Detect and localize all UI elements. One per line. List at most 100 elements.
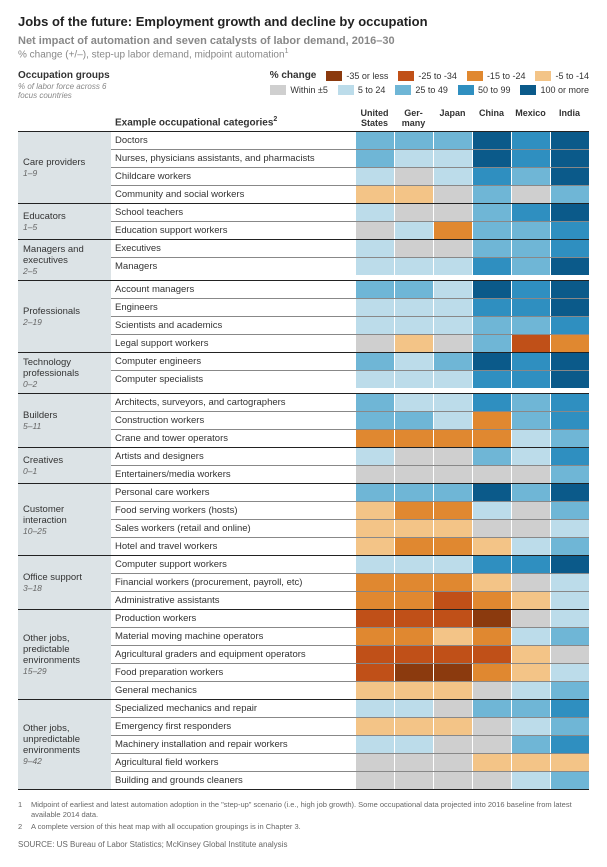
heat-cell: [511, 592, 550, 609]
category-label: Administrative assistants: [111, 592, 355, 609]
heat-cell: [355, 299, 394, 316]
heat-cell: [355, 150, 394, 167]
heat-cell: [394, 132, 433, 149]
legend-item: -35 or less: [326, 71, 388, 81]
heat-cell: [394, 592, 433, 609]
heat-cell: [394, 700, 433, 717]
legend-item: -5 to -14: [535, 71, 589, 81]
table-row: Material moving machine operators: [111, 628, 589, 646]
heat-cell: [550, 240, 589, 257]
heat-cell: [355, 168, 394, 185]
heat-cell: [355, 646, 394, 663]
heat-cell: [472, 610, 511, 627]
group-label: Creatives0–1: [18, 448, 111, 483]
heat-cell: [550, 258, 589, 275]
category-label: School teachers: [111, 204, 355, 221]
table-row: Emergency first responders: [111, 718, 589, 736]
heat-cell: [433, 353, 472, 370]
legend-swatch: [338, 85, 354, 95]
table-row: Legal support workers: [111, 335, 589, 352]
table-header-row: Example occupational categories2 UnitedS…: [18, 105, 589, 132]
heat-cell: [472, 240, 511, 257]
table-row: Building and grounds cleaners: [111, 772, 589, 789]
table-row: Construction workers: [111, 412, 589, 430]
table-row: Computer support workers: [111, 556, 589, 574]
heat-cell: [433, 448, 472, 465]
heat-cell: [511, 718, 550, 735]
footnote: 1Midpoint of earliest and latest automat…: [18, 800, 589, 820]
category-label: Construction workers: [111, 412, 355, 429]
heat-cell: [394, 448, 433, 465]
heat-cell: [511, 317, 550, 334]
heat-cell: [394, 150, 433, 167]
category-label: Agricultural graders and equipment opera…: [111, 646, 355, 663]
heat-cell: [550, 484, 589, 501]
heat-cell: [511, 394, 550, 411]
chart-title: Jobs of the future: Employment growth an…: [18, 14, 589, 29]
country-header: India: [550, 105, 589, 131]
heat-cell: [472, 335, 511, 352]
heat-cell: [472, 772, 511, 789]
group-label: Other jobs, predictable environments15–2…: [18, 610, 111, 699]
heat-cell: [394, 628, 433, 645]
table-row: Computer specialists: [111, 371, 589, 388]
heat-cell: [433, 281, 472, 298]
group-label: Educators1–5: [18, 204, 111, 239]
heat-cell: [433, 736, 472, 753]
heat-cell: [433, 317, 472, 334]
heat-cell: [394, 664, 433, 681]
heat-cell: [433, 186, 472, 203]
heat-cell: [550, 132, 589, 149]
heat-cell: [433, 430, 472, 447]
heat-cell: [472, 132, 511, 149]
footnotes: 1Midpoint of earliest and latest automat…: [18, 800, 589, 831]
group-block: Office support3–18Computer support worke…: [18, 556, 589, 610]
heat-cell: [394, 556, 433, 573]
legend-swatch: [395, 85, 411, 95]
heat-cell: [472, 448, 511, 465]
heat-cell: [433, 682, 472, 699]
category-label: Sales workers (retail and online): [111, 520, 355, 537]
heat-cell: [394, 682, 433, 699]
heat-cell: [355, 222, 394, 239]
heat-cell: [472, 299, 511, 316]
category-label: Computer support workers: [111, 556, 355, 573]
country-header: Ger-many: [394, 105, 433, 131]
group-block: Creatives0–1Artists and designersEnterta…: [18, 448, 589, 484]
heat-cell: [355, 556, 394, 573]
heat-cell: [433, 664, 472, 681]
table-row: Sales workers (retail and online): [111, 520, 589, 538]
heat-cell: [550, 299, 589, 316]
heat-cell: [511, 168, 550, 185]
heat-cell: [355, 628, 394, 645]
heat-cell: [355, 281, 394, 298]
table-row: Account managers: [111, 281, 589, 299]
heat-cell: [550, 430, 589, 447]
heat-cell: [472, 700, 511, 717]
country-header: UnitedStates: [355, 105, 394, 131]
heat-cell: [394, 574, 433, 591]
table-row: Agricultural graders and equipment opera…: [111, 646, 589, 664]
heat-cell: [433, 394, 472, 411]
legend-item: -15 to -24: [467, 71, 526, 81]
heat-cell: [550, 186, 589, 203]
legend-swatch: [535, 71, 551, 81]
heat-cell: [511, 556, 550, 573]
heat-cell: [550, 772, 589, 789]
category-label: Entertainers/media workers: [111, 466, 355, 483]
heat-cell: [511, 240, 550, 257]
heat-cell: [511, 258, 550, 275]
heat-cell: [394, 610, 433, 627]
heat-cell: [472, 430, 511, 447]
table-row: Financial workers (procurement, payroll,…: [111, 574, 589, 592]
heat-cell: [472, 736, 511, 753]
heat-cell: [511, 150, 550, 167]
heat-cell: [472, 718, 511, 735]
heat-cell: [511, 353, 550, 370]
category-label: Scientists and academics: [111, 317, 355, 334]
heat-cell: [511, 520, 550, 537]
heat-cell: [394, 736, 433, 753]
group-label: Managers and executives2–5: [18, 240, 111, 280]
heat-cell: [550, 168, 589, 185]
heat-cell: [550, 520, 589, 537]
